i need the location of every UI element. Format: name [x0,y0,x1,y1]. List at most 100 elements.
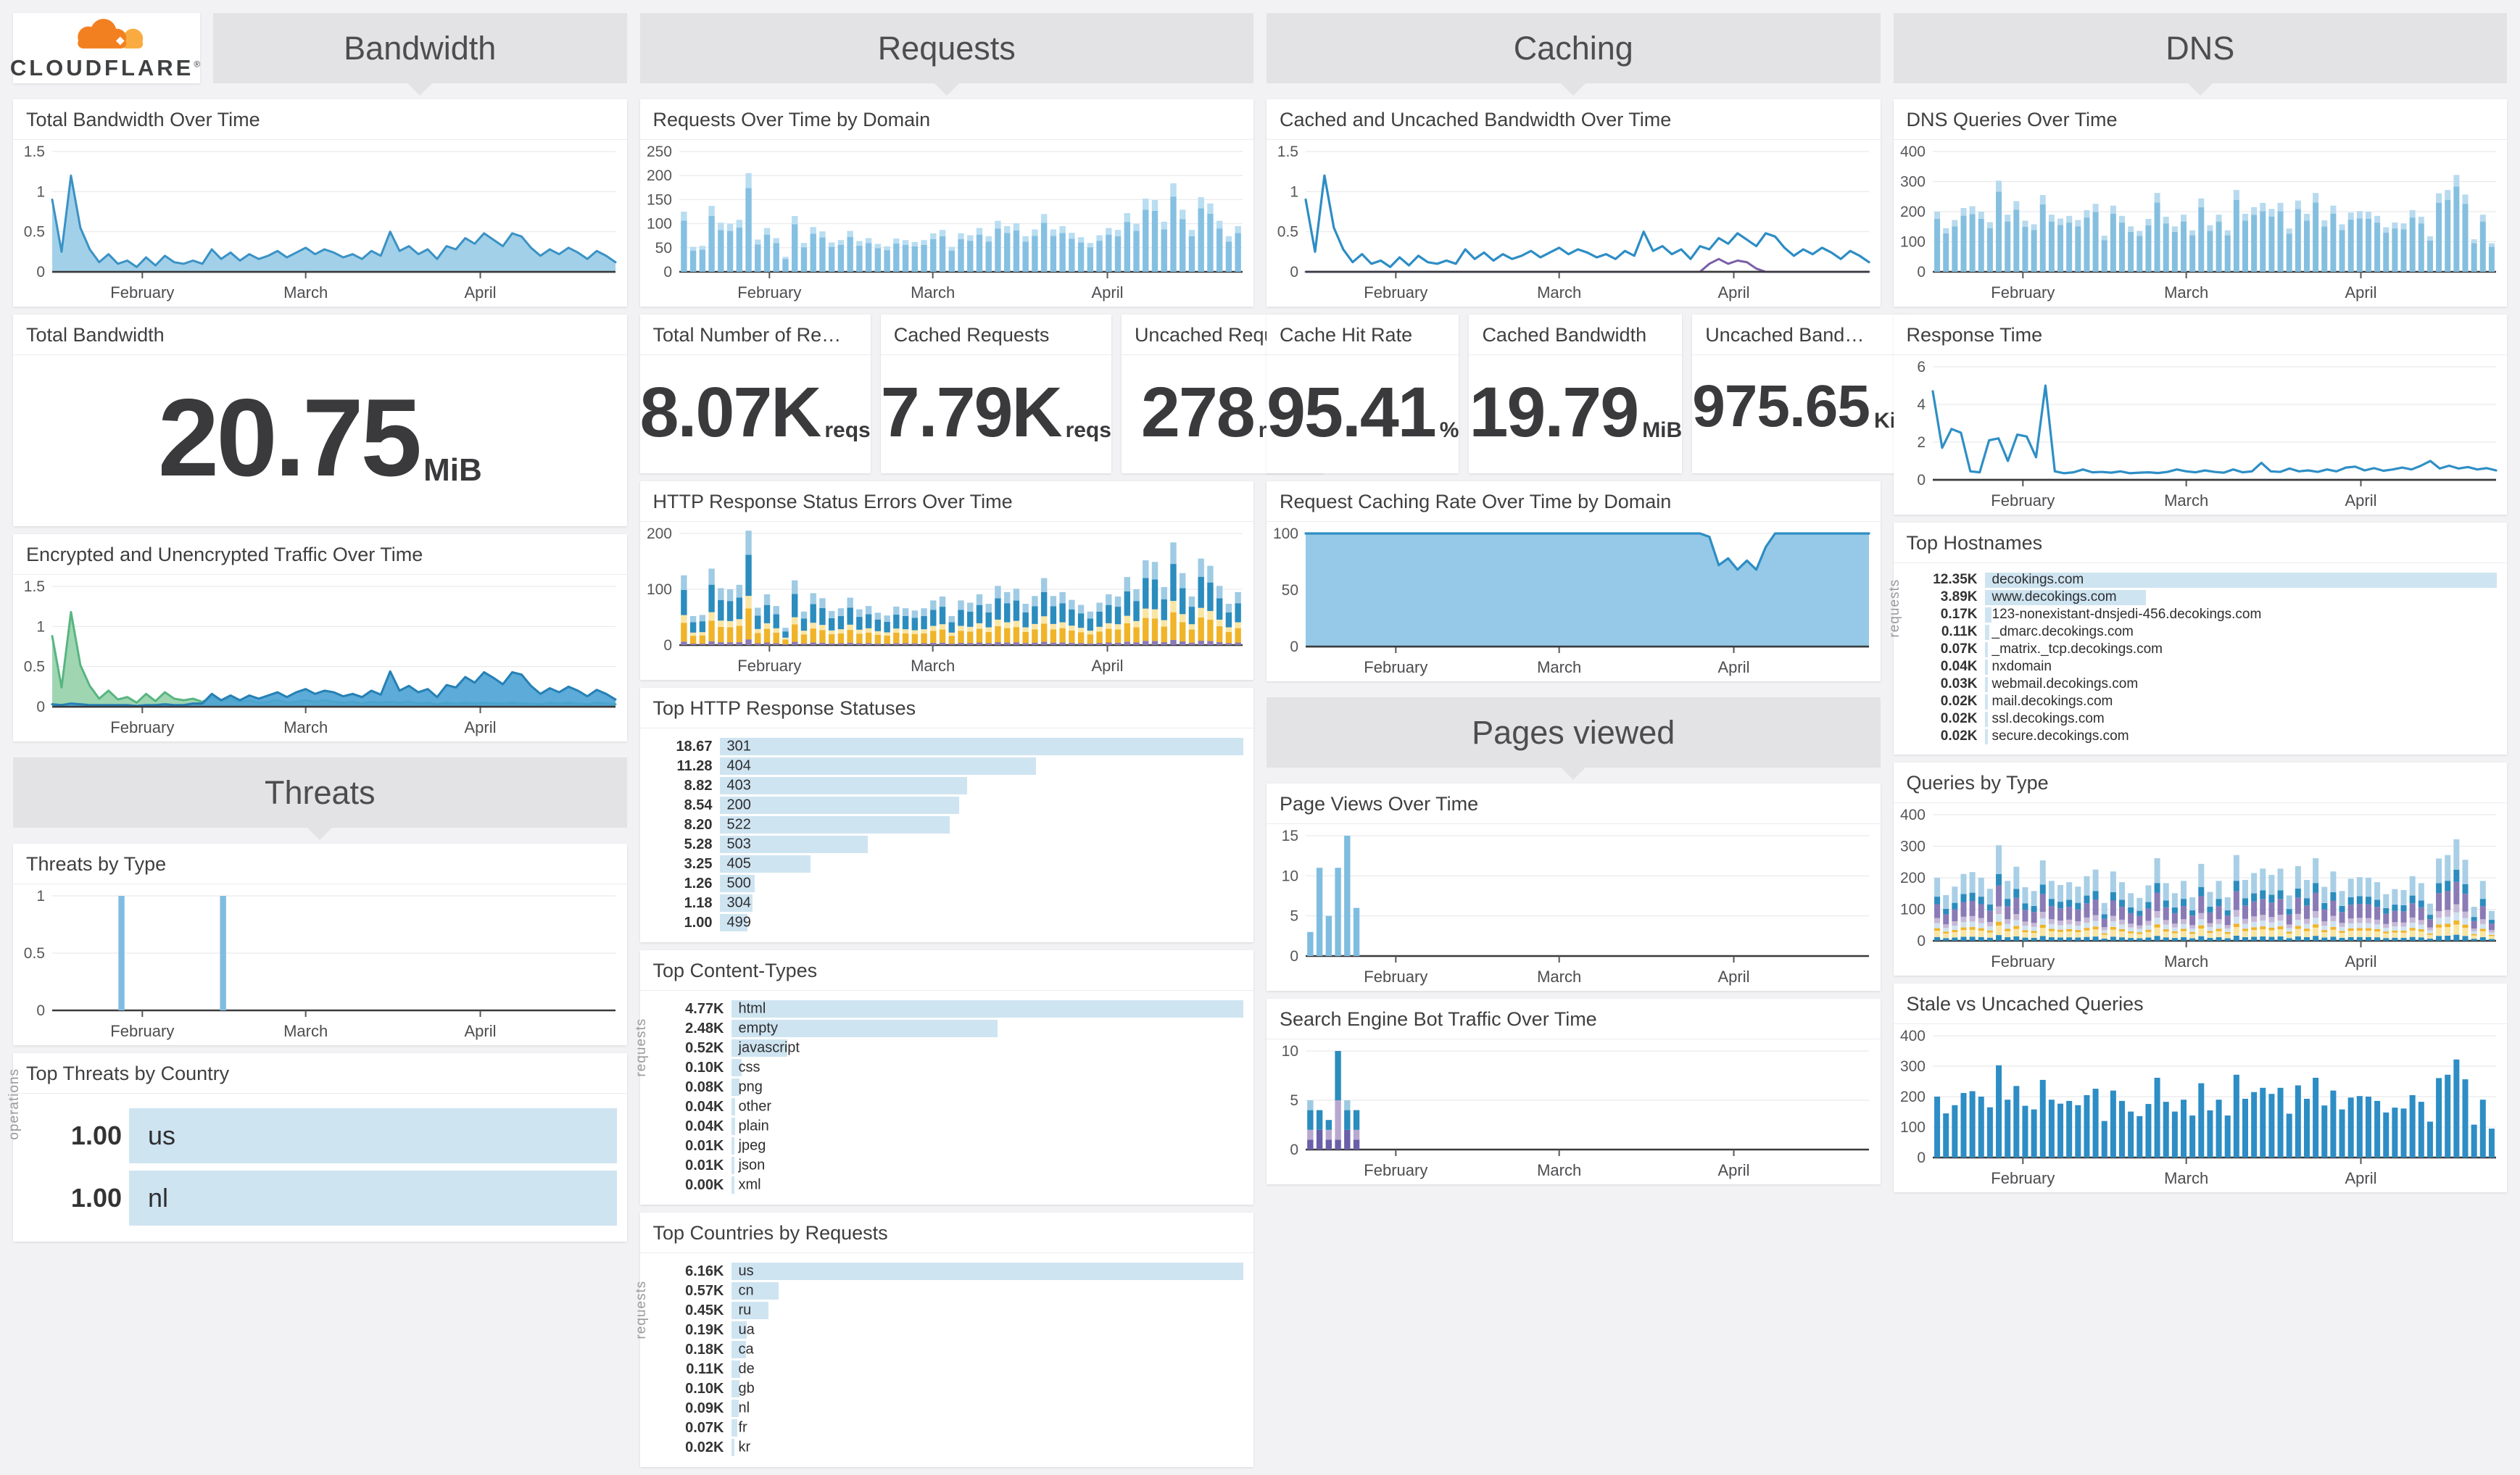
list-row[interactable]: 0.07K _matrix._tcp.decokings.com [1915,641,2498,657]
list-row[interactable]: 0.57K cn [662,1282,1244,1300]
list-bar[interactable] [719,777,967,794]
stale-vs-uncached-queries-chart[interactable]: 0 100 200 300 400 February March April [1894,1024,2508,1192]
list-value: 0.57K [685,1282,724,1299]
queries-by-type-chart[interactable]: 0 100 200 300 400 February March April [1894,803,2508,976]
list-bar-track: www.decokings.com [1984,589,2498,605]
list-bar[interactable] [719,836,868,853]
list-bar[interactable] [719,894,753,912]
list-bar[interactable] [731,1176,734,1194]
list-row[interactable]: 0.01K json [662,1157,1244,1174]
list-bar[interactable] [731,1000,1243,1018]
search-engine-bot-traffic-chart[interactable]: 0 5 10 February March April [1267,1039,1881,1184]
list-row[interactable]: 12.35K decokings.com [1915,572,2497,588]
list-row[interactable]: 0.19K ua [662,1321,1244,1339]
list-row[interactable]: 3.89K www.decokings.com [1915,589,2498,605]
list-bar[interactable] [731,1157,734,1174]
list-bar[interactable] [731,1439,734,1456]
list-row[interactable]: 1.26 500 [650,875,1244,892]
list-row[interactable]: 4.77K html [662,1000,1243,1018]
list-row[interactable]: 0.03K webmail.decokings.com [1915,676,2498,692]
list-bar[interactable] [719,855,811,873]
list-row[interactable]: 5.28 503 [650,836,1244,853]
list-row[interactable]: 1.18 304 [650,894,1244,912]
svg-text:February: February [110,718,174,736]
list-row[interactable]: 0.10K gb [662,1380,1244,1397]
list-bar[interactable] [731,1137,734,1155]
list-row[interactable]: 8.54 200 [650,797,1244,814]
list-row[interactable]: 0.09K nl [662,1400,1244,1417]
list-bar[interactable] [1984,676,1988,692]
list-row[interactable]: 0.00K xml [662,1176,1244,1194]
list-bar[interactable] [1984,711,1988,727]
list-row[interactable]: 0.18K ca [662,1341,1244,1358]
svg-text:April: April [2345,952,2376,971]
list-bar-track: decokings.com [1984,572,2497,588]
list-row[interactable]: 0.10K css [662,1059,1244,1076]
list-bar[interactable] [1984,572,2497,588]
list-bar[interactable] [719,738,1243,755]
list-bar[interactable] [1984,589,2147,605]
list-row[interactable]: 6.16K us [662,1263,1243,1280]
list-bar[interactable] [1984,607,1992,623]
list-row[interactable]: 0.02K secure.decokings.com [1915,728,2498,744]
list-bar[interactable] [719,816,950,834]
request-caching-rate-chart[interactable]: 0 50 100 February March April [1267,522,1881,681]
list-bar[interactable] [731,1419,737,1437]
cloudflare-logo[interactable]: CLOUDFLARE® [10,13,200,83]
list-row[interactable]: 8.20 522 [650,816,1244,834]
list-bar[interactable] [731,1098,736,1115]
list-row[interactable]: 3.25 405 [650,855,1244,873]
list-row[interactable]: 1.00 us [42,1108,617,1163]
list-row[interactable]: 0.04K nxdomain [1915,659,2498,675]
list-row[interactable]: 0.17K 123-nonexistant-dnsjedi-456.decokin… [1915,607,2498,623]
list-row[interactable]: 0.07K fr [662,1419,1244,1437]
list-bar[interactable] [731,1059,742,1076]
list-bar[interactable] [719,914,748,931]
list-bar[interactable] [1984,641,1988,657]
list-row[interactable]: 0.52K javascript [662,1039,1244,1057]
list-row[interactable]: 0.02K ssl.decokings.com [1915,711,2498,727]
list-bar[interactable] [731,1020,998,1037]
response-time-chart[interactable]: 0 2 4 6 February March April [1894,355,2508,515]
list-bar[interactable] [719,797,959,814]
list-bar[interactable] [731,1118,736,1135]
list-row[interactable]: 1.00 nl [42,1171,617,1226]
list-row[interactable]: 0.11K _dmarc.decokings.com [1915,624,2498,640]
total-bandwidth-over-time-chart[interactable]: 0 0.5 1 1.5 February March April [13,140,627,307]
list-bar[interactable] [719,757,1037,775]
threats-by-type-chart[interactable]: 0 0.5 1 February March April [13,884,627,1045]
list-row[interactable]: 1.00 499 [650,914,1244,931]
list-bar[interactable] [719,875,755,892]
list-row[interactable]: 18.67 301 [650,738,1243,755]
list-row[interactable]: 0.04K other [662,1098,1244,1115]
stat-value: 8.07K [639,373,822,452]
list-bar[interactable] [731,1263,1243,1280]
page-views-over-time-chart[interactable]: 0 5 10 15 February March April [1267,824,1881,991]
list-row[interactable]: 0.08K png [662,1079,1244,1096]
list-row[interactable]: 0.04K plain [662,1118,1244,1135]
list-bar[interactable] [731,1039,787,1057]
http-errors-over-time-chart[interactable]: 0 100 200 February March April [640,522,1254,680]
list-row[interactable]: 0.02K kr [662,1439,1244,1456]
list-bar[interactable] [1984,624,1989,640]
cached-uncached-bandwidth-chart[interactable]: 0 0.5 1 1.5 February March April [1267,140,1881,307]
dns-queries-over-time-chart[interactable]: 0 100 200 300 400 February March April [1894,140,2508,307]
list-row[interactable]: 2.48K empty [662,1020,1244,1037]
list-row[interactable]: 11.28 404 [650,757,1244,775]
list-bar[interactable] [129,1171,617,1226]
requests-over-time-chart[interactable]: 0 50 100 150 200 250 February March April [640,140,1254,307]
y-axis-label: requests [1886,578,1902,638]
list-row[interactable]: 0.11K de [662,1360,1244,1378]
encrypted-unencrypted-traffic-chart[interactable]: 0 0.5 1 1.5 February March April [13,575,627,741]
list-row[interactable]: 8.82 403 [650,777,1244,794]
list-bar[interactable] [129,1108,617,1163]
list-row[interactable]: 0.01K jpeg [662,1137,1244,1155]
list-bar[interactable] [731,1079,740,1096]
list-row[interactable]: 0.02K mail.decokings.com [1915,694,2498,710]
card-title: Stale vs Uncached Queries [1893,984,2507,1024]
list-row[interactable]: 0.45K ru [662,1302,1244,1319]
list-bar[interactable] [731,1400,739,1417]
list-bar[interactable] [1984,694,1988,710]
list-bar[interactable] [1984,728,1988,744]
list-bar[interactable] [1984,659,1988,675]
